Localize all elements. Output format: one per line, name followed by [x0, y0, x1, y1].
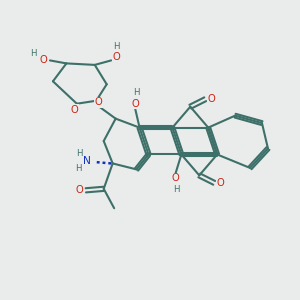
Text: H: H	[30, 49, 37, 58]
Text: O: O	[40, 55, 47, 65]
Text: O: O	[113, 52, 120, 62]
Text: O: O	[172, 173, 179, 183]
Text: N: N	[83, 156, 91, 166]
Text: H: H	[133, 88, 140, 97]
Text: H: H	[76, 149, 82, 158]
Text: O: O	[76, 185, 84, 195]
Text: O: O	[70, 105, 78, 115]
Text: H: H	[113, 43, 120, 52]
Text: O: O	[216, 178, 224, 188]
Text: O: O	[207, 94, 215, 103]
Text: H: H	[174, 185, 180, 194]
Text: O: O	[95, 97, 103, 107]
Text: H: H	[75, 164, 82, 173]
Text: O: O	[131, 99, 139, 109]
